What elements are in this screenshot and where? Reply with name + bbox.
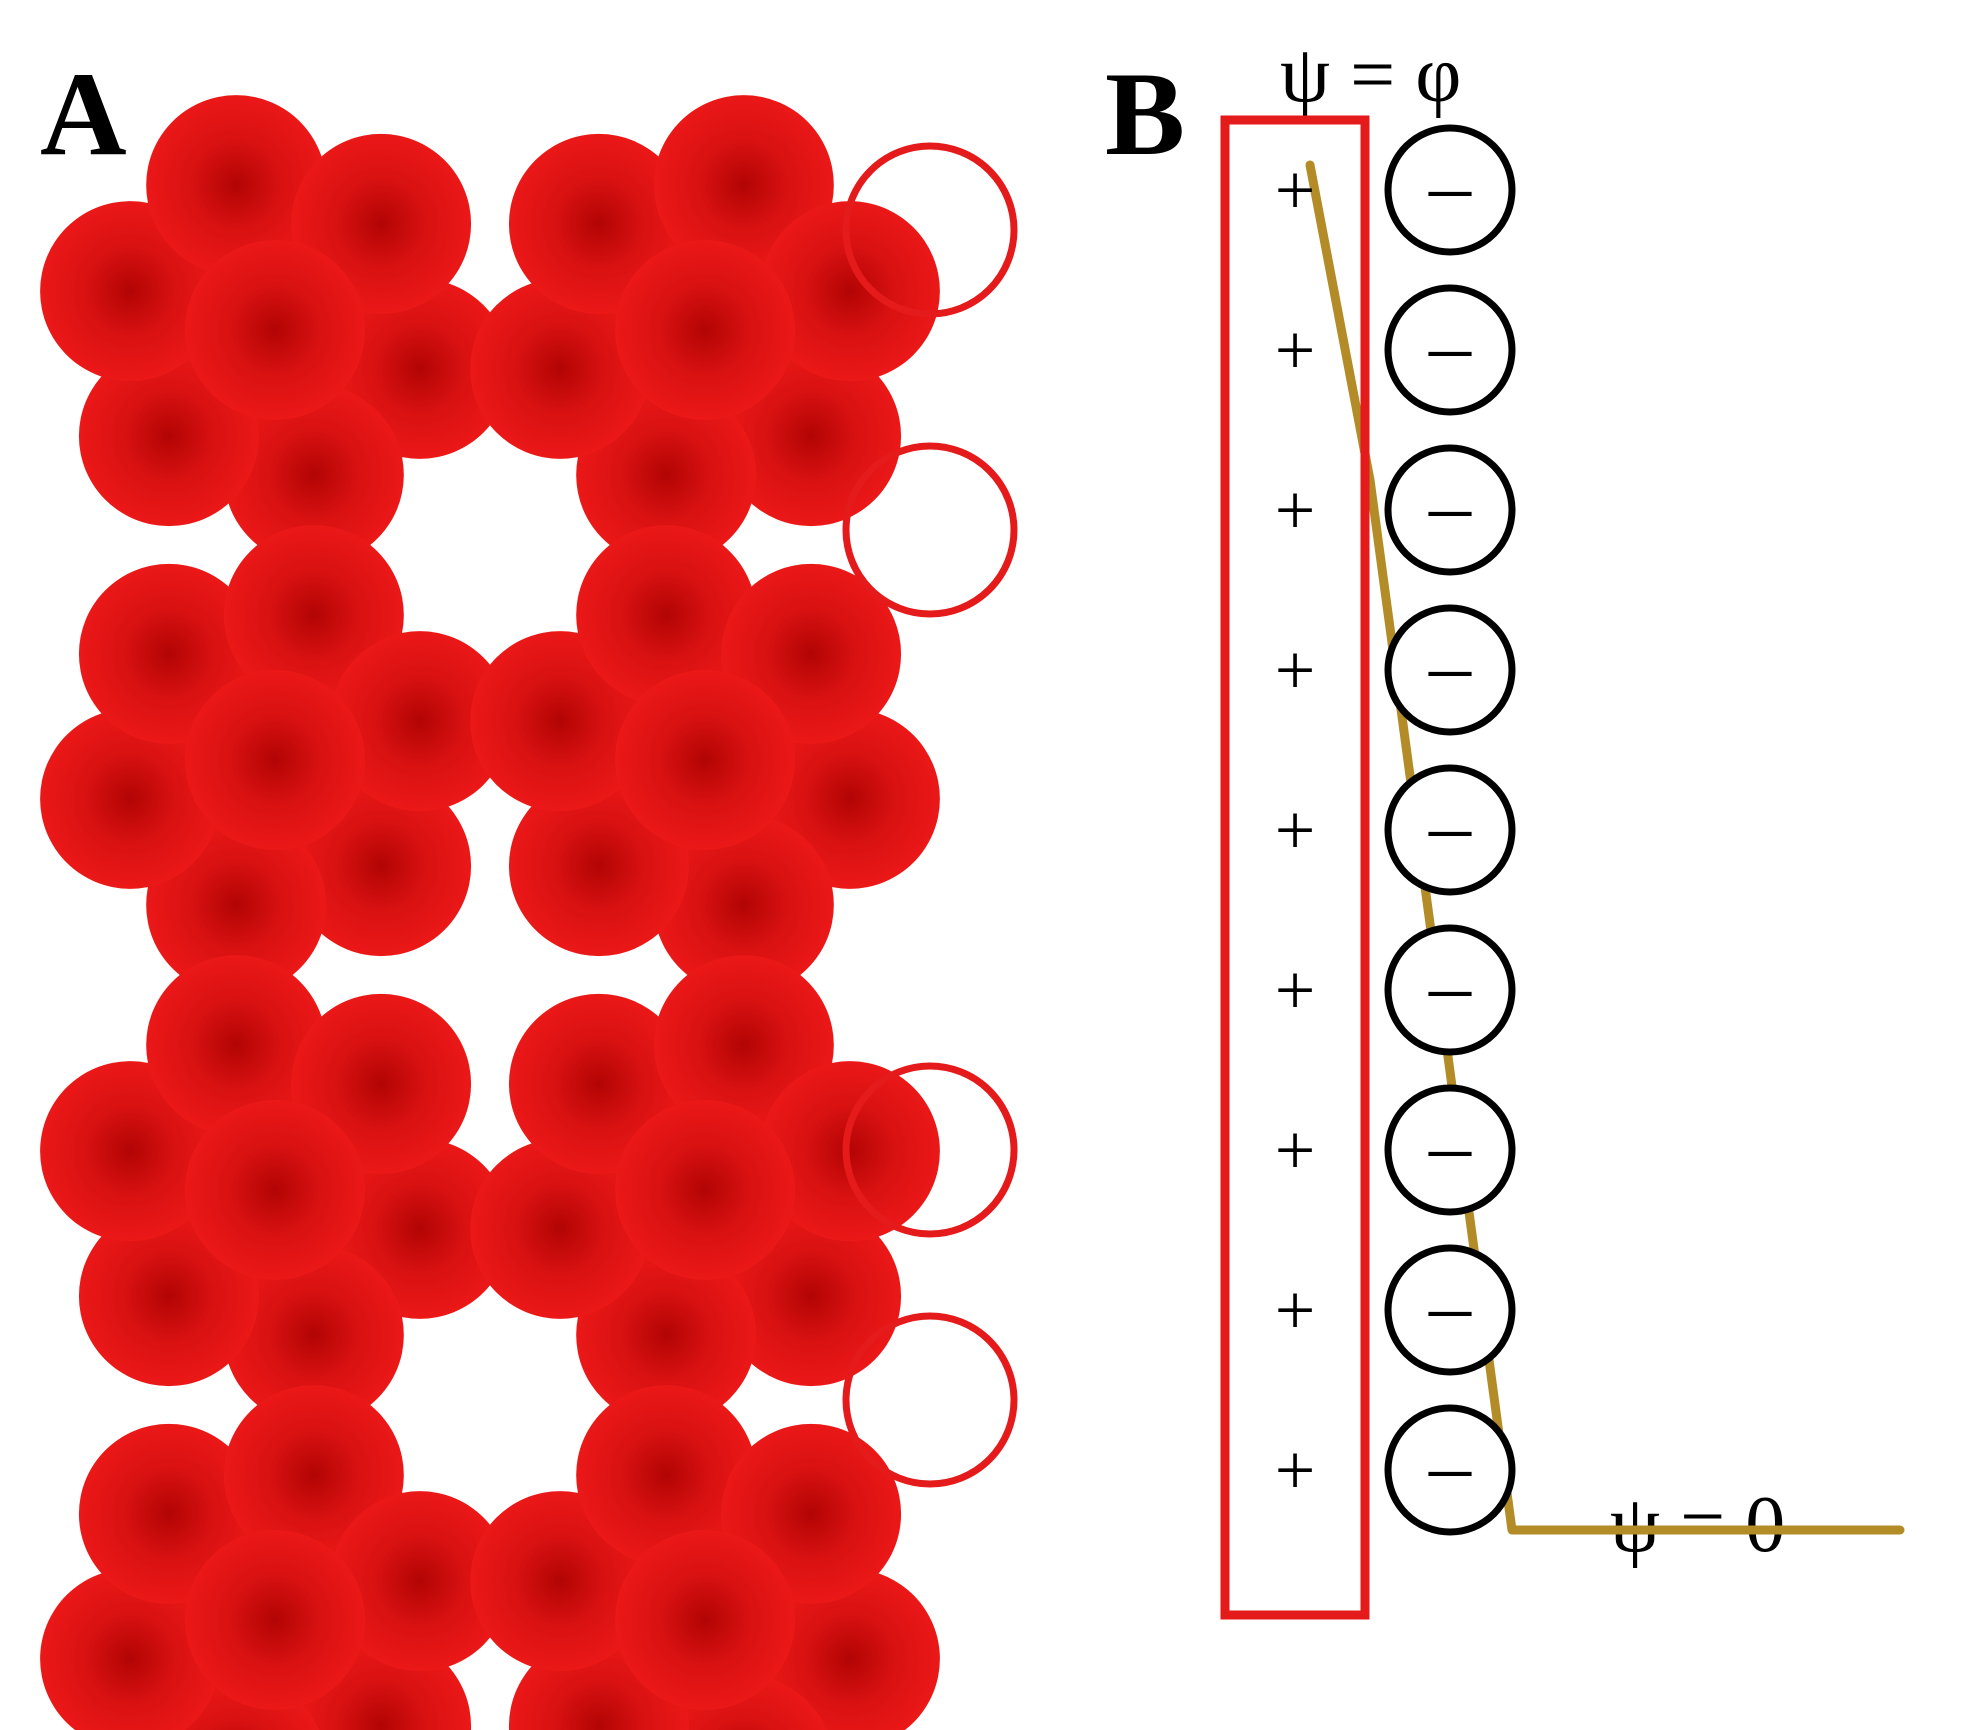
minus-glyph: –: [1428, 1420, 1472, 1513]
cluster: [40, 1385, 510, 1730]
figure-root: A B ψ = φ ψ = 0 +–+–+–+–+–+–+–+–+–: [0, 0, 1975, 1730]
minus-glyph: –: [1428, 460, 1472, 553]
minus-glyph: –: [1428, 1100, 1472, 1193]
cluster: [40, 525, 510, 995]
minus-glyph: –: [1428, 140, 1472, 233]
minus-glyph: –: [1428, 300, 1472, 393]
plus-glyph: +: [1275, 950, 1316, 1030]
red-disc-center: [185, 240, 365, 420]
cluster: [470, 1385, 940, 1730]
plus-glyph: +: [1275, 1110, 1316, 1190]
vacancy-circle: [846, 446, 1014, 614]
red-disc-center: [615, 670, 795, 850]
minus-glyph: –: [1428, 620, 1472, 713]
minus-glyph: –: [1428, 780, 1472, 873]
cluster: [40, 95, 510, 565]
minus-glyph: –: [1428, 1260, 1472, 1353]
cluster: [470, 525, 940, 995]
red-disc-center: [185, 1100, 365, 1280]
cluster: [40, 955, 510, 1425]
plus-glyph: +: [1275, 1430, 1316, 1510]
plus-glyph: +: [1275, 1270, 1316, 1350]
vacancy-circle: [846, 1316, 1014, 1484]
cluster: [470, 955, 940, 1425]
red-disc-center: [615, 240, 795, 420]
red-disc-center: [615, 1530, 795, 1710]
plus-glyph: +: [1275, 790, 1316, 870]
plus-glyph: +: [1275, 310, 1316, 390]
plus-glyph: +: [1275, 150, 1316, 230]
red-disc-center: [185, 670, 365, 850]
red-disc-center: [615, 1100, 795, 1280]
minus-glyph: –: [1428, 940, 1472, 1033]
plus-glyph: +: [1275, 630, 1316, 710]
red-disc-center: [185, 1530, 365, 1710]
cluster: [470, 95, 940, 565]
plus-glyph: +: [1275, 470, 1316, 550]
figure-svg: + – + – + – + – + – + – + – + – + –: [0, 0, 1975, 1730]
